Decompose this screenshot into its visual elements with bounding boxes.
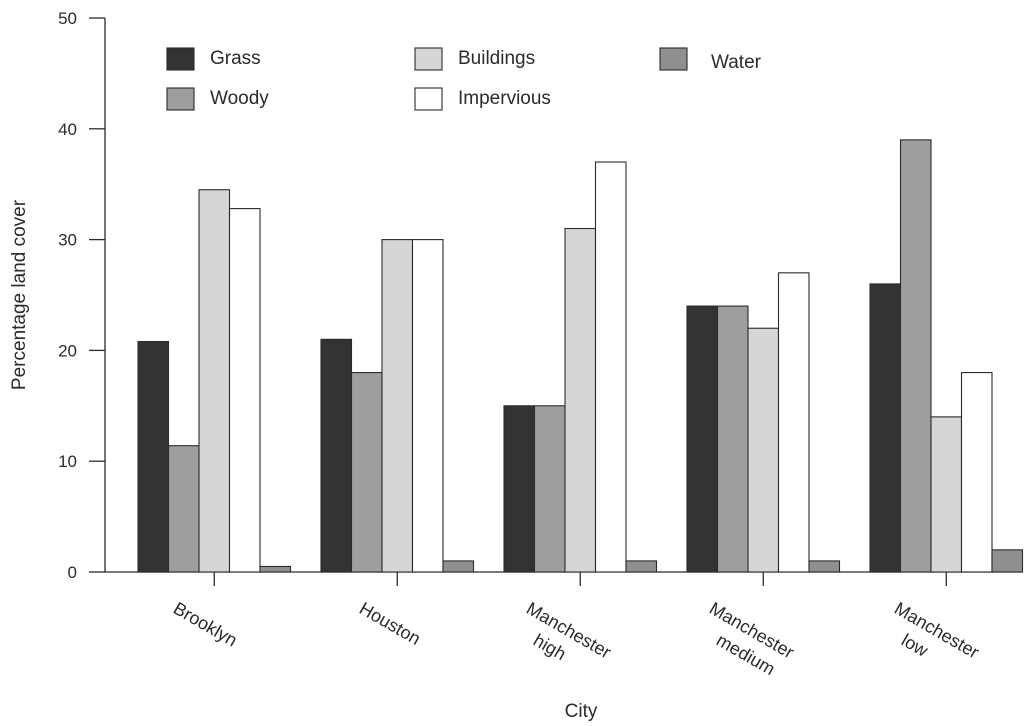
bar-buildings-2 xyxy=(381,239,414,573)
y-tick-label: 10 xyxy=(58,452,77,471)
category-label-2: Houston xyxy=(356,598,424,649)
bar-water-2 xyxy=(442,560,475,573)
legend-label-buildings: Buildings xyxy=(458,48,535,69)
y-axis: 0 10 20 30 40 50 xyxy=(58,9,106,582)
legend-swatch-buildings xyxy=(414,47,443,71)
legend: Grass Woody Buildings Impervious Water xyxy=(166,47,762,111)
category-labels: Brooklyn Houston Manchesterhigh Manchesterm… xyxy=(170,598,982,683)
category-label-5: Manchesterlow xyxy=(879,598,982,683)
bar-woody-3 xyxy=(533,405,566,573)
bar-woody-4 xyxy=(716,305,749,573)
bar-buildings-4 xyxy=(747,327,780,573)
legend-label-grass: Grass xyxy=(210,48,261,69)
legend-label-water: Water xyxy=(711,52,762,73)
y-tick-label: 50 xyxy=(58,9,77,28)
legend-swatch-impervious xyxy=(414,87,443,111)
bar-impervious-1 xyxy=(228,208,261,573)
x-axis xyxy=(105,571,1022,586)
legend-swatch-water xyxy=(659,47,688,71)
legend-swatch-woody xyxy=(166,87,195,111)
legend-label-impervious: Impervious xyxy=(458,88,551,109)
y-tick-label: 20 xyxy=(58,341,77,360)
bar-buildings-3 xyxy=(564,227,597,573)
legend-label-woody: Woody xyxy=(210,88,269,109)
y-tick-label: 30 xyxy=(58,231,77,250)
legend-swatch-grass xyxy=(166,47,195,71)
y-tick-label: 0 xyxy=(68,563,77,582)
bar-woody-1 xyxy=(167,445,200,573)
bar-grass-4 xyxy=(686,305,719,573)
bar-water-5 xyxy=(991,549,1024,573)
category-label-3: Manchesterhigh xyxy=(511,598,614,683)
bar-water-4 xyxy=(808,560,841,573)
y-axis-title: Percentage land cover xyxy=(9,199,30,390)
bar-impervious-4 xyxy=(777,272,810,573)
bar-water-3 xyxy=(625,560,658,573)
bar-grass-2 xyxy=(320,338,353,573)
bar-impervious-5 xyxy=(960,372,993,573)
bars xyxy=(137,139,1024,573)
bar-woody-5 xyxy=(899,139,932,573)
bar-water-1 xyxy=(259,565,292,573)
bar-grass-1 xyxy=(137,340,170,573)
bar-woody-2 xyxy=(350,372,383,573)
bar-grass-5 xyxy=(869,283,902,573)
bar-buildings-5 xyxy=(930,416,963,573)
category-label-1: Brooklyn xyxy=(170,598,241,650)
bar-impervious-3 xyxy=(594,161,627,573)
x-axis-title: City xyxy=(565,701,598,722)
bar-grass-3 xyxy=(503,405,536,573)
category-label-4: Manchestermedium xyxy=(694,598,797,683)
bar-impervious-2 xyxy=(411,239,444,573)
bar-buildings-1 xyxy=(198,189,231,573)
y-tick-label: 40 xyxy=(58,120,77,139)
